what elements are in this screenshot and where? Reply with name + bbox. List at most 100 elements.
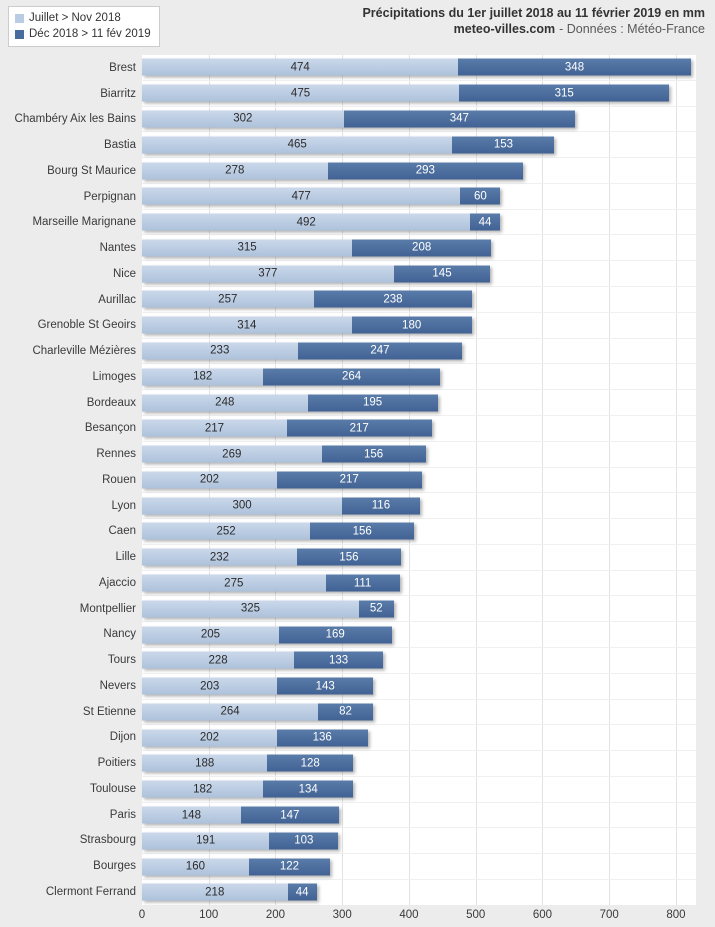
stacked-bar: 233 247 [142, 342, 463, 360]
bar-segment-summer: 475 [142, 84, 460, 102]
city-label: Bourges [93, 860, 136, 873]
stacked-bar: 160 122 [142, 858, 331, 876]
city-label: Bastia [104, 139, 136, 152]
bar-row: 315 208 [142, 235, 696, 262]
bar-segment-summer: 202 [142, 471, 277, 489]
x-tick-label: 500 [466, 909, 486, 921]
bar-segment-winter: 122 [248, 858, 331, 876]
stacked-bar: 203 143 [142, 677, 373, 695]
bar-row: 248 195 [142, 390, 696, 416]
city-label: Montpellier [79, 602, 136, 615]
city-label: Bordeaux [86, 396, 136, 409]
stacked-bar: 278 293 [142, 162, 524, 180]
bar-segment-winter: 128 [267, 754, 353, 772]
bar-row: 202 136 [142, 725, 696, 752]
bar-segment-winter: 136 [276, 729, 368, 747]
bar-segment-winter: 156 [296, 548, 401, 566]
bar-segment-winter: 247 [297, 342, 463, 360]
bar-segment-winter: 143 [277, 677, 373, 695]
bar-segment-summer: 233 [142, 342, 298, 360]
city-label: Bourg St Maurice [47, 164, 136, 177]
bar-row: 477 60 [142, 184, 696, 210]
bar-segment-summer: 477 [142, 187, 461, 205]
x-tick-label: 0 [138, 909, 146, 921]
x-tick-label: 800 [666, 909, 686, 921]
stacked-bar: 302 347 [142, 110, 576, 128]
bar-row: 205 169 [142, 622, 696, 648]
stacked-bar: 218 44 [142, 883, 317, 901]
bar-segment-summer: 218 [142, 883, 288, 901]
city-label: Tours [107, 654, 136, 667]
stacked-bar: 248 195 [142, 394, 438, 412]
bar-segment-winter: 217 [276, 471, 422, 489]
city-label: Rennes [96, 448, 136, 461]
stacked-bar: 182 134 [142, 780, 353, 798]
bar-segment-summer: 205 [142, 626, 279, 644]
stacked-bar: 228 133 [142, 651, 383, 669]
city-label: Aurillac [98, 293, 136, 306]
bars-layer: 474 348 475 315 302 347 465 153 278 293 477 60 492 44… [142, 55, 696, 905]
stacked-bar: 205 169 [142, 626, 392, 644]
city-label: Biarritz [100, 87, 136, 100]
stacked-bar: 377 145 [142, 265, 491, 283]
stacked-bar: 264 82 [142, 703, 373, 721]
stacked-bar: 148 147 [142, 806, 339, 824]
city-label: Lille [115, 551, 136, 564]
bar-segment-summer: 248 [142, 394, 308, 412]
city-label: St Etienne [82, 705, 136, 718]
x-tick-label: 700 [599, 909, 619, 921]
city-label: Toulouse [89, 782, 136, 795]
bar-segment-winter: 116 [342, 497, 420, 515]
bar-row: 302 347 [142, 107, 696, 133]
city-label: Rouen [102, 473, 136, 486]
city-label: Charleville Mézières [32, 345, 136, 358]
bar-row: 269 156 [142, 442, 696, 468]
bar-row: 264 82 [142, 700, 696, 726]
source-site: meteo-villes.com [453, 22, 556, 36]
bar-segment-winter: 82 [318, 703, 373, 721]
stacked-bar: 182 264 [142, 368, 440, 386]
category-labels: Brest Biarritz Chambéry Aix les Bains Basti… [0, 55, 136, 905]
stacked-bar: 232 156 [142, 548, 401, 566]
bar-row: 160 122 [142, 854, 696, 880]
bar-row: 217 217 [142, 416, 696, 442]
bar-segment-summer: 182 [142, 368, 264, 386]
city-label: Marseille Marignane [32, 216, 136, 229]
bar-segment-summer: 232 [142, 548, 297, 566]
stacked-bar: 269 156 [142, 445, 426, 463]
bar-segment-winter: 238 [313, 290, 473, 308]
x-tick-label: 400 [399, 909, 419, 921]
bar-row: 228 133 [142, 648, 696, 674]
bar-row: 188 128 [142, 751, 696, 777]
stacked-bar: 477 60 [142, 187, 501, 205]
bar-row: 202 217 [142, 468, 696, 494]
city-label: Brest [109, 61, 136, 74]
city-label: Nancy [103, 628, 136, 641]
bar-row: 257 238 [142, 287, 696, 313]
legend-item-summer: Juillet > Nov 2018 [15, 10, 151, 26]
stacked-bar: 315 208 [142, 239, 492, 257]
city-label: Strasbourg [79, 834, 136, 847]
city-label: Nevers [99, 679, 136, 692]
bar-segment-summer: 191 [142, 832, 270, 850]
plot-area: 474 348 475 315 302 347 465 153 278 293 477 60 492 44… [142, 55, 696, 905]
bar-row: 182 134 [142, 777, 696, 803]
bar-segment-summer: 203 [142, 677, 278, 695]
stacked-bar: 252 156 [142, 522, 415, 540]
city-label: Clermont Ferrand [45, 885, 136, 898]
bar-segment-summer: 302 [142, 110, 344, 128]
bar-row: 218 44 [142, 880, 696, 905]
bar-row: 492 44 [142, 210, 696, 236]
bar-segment-winter: 145 [393, 265, 491, 283]
bar-segment-winter: 60 [460, 187, 501, 205]
bar-segment-summer: 252 [142, 522, 311, 540]
bar-row: 232 156 [142, 545, 696, 571]
legend: Juillet > Nov 2018 Déc 2018 > 11 fév 201… [8, 6, 160, 47]
bar-segment-winter: 156 [310, 522, 415, 540]
stacked-bar: 474 348 [142, 58, 691, 76]
bar-row: 474 348 [142, 55, 696, 81]
bar-segment-winter: 315 [459, 84, 670, 102]
bar-segment-summer: 188 [142, 754, 268, 772]
bar-row: 314 180 [142, 313, 696, 339]
bar-segment-winter: 103 [269, 832, 339, 850]
